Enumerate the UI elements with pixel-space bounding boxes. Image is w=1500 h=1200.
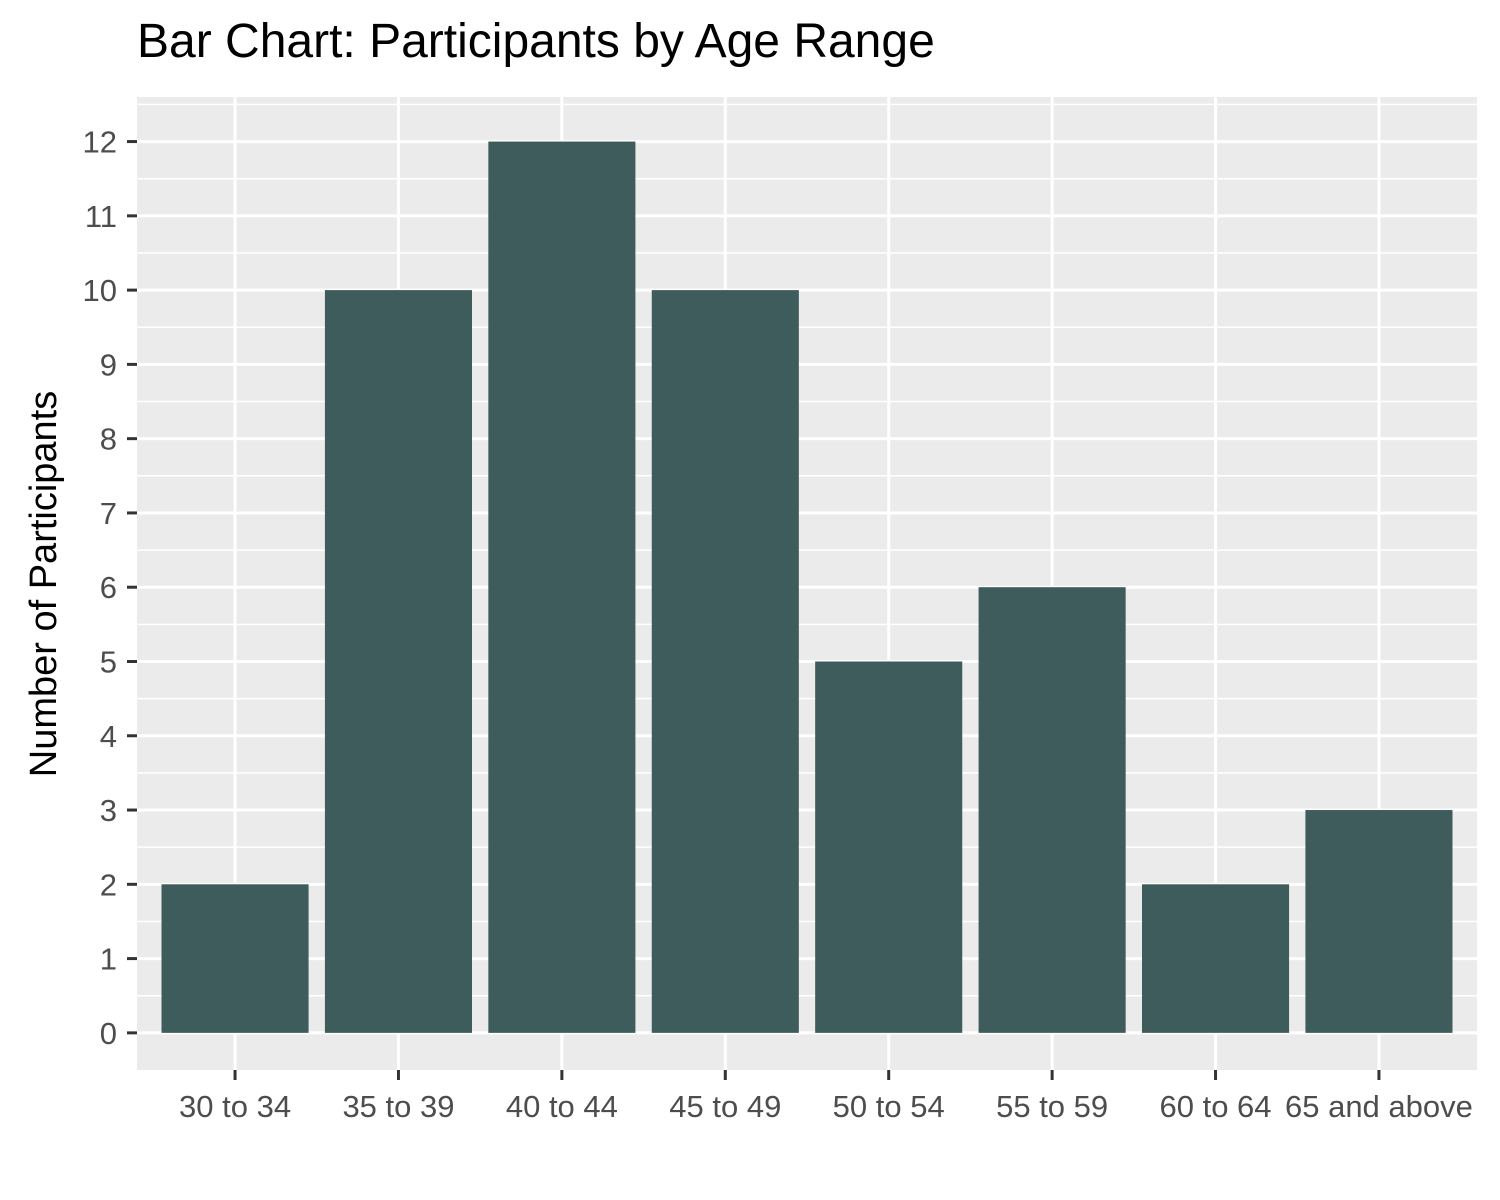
bar-45-to-49 (651, 290, 799, 1033)
x-axis: 30 to 34 35 to 39 40 to 44 45 to 49 50 to 54… (179, 1070, 1473, 1124)
y-tick-label: 3 (100, 793, 117, 828)
bar-35-to-39 (324, 290, 472, 1033)
y-tick-label: 9 (100, 347, 117, 382)
y-axis-title: Number of Participants (23, 391, 65, 778)
y-tick-label: 12 (83, 125, 117, 160)
y-tick-label: 11 (85, 199, 117, 234)
y-tick-label: 2 (100, 867, 117, 902)
x-tick-label: 55 to 59 (996, 1089, 1108, 1124)
x-tick-label: 35 to 39 (342, 1089, 454, 1124)
bar-55-to-59 (978, 587, 1126, 1033)
y-tick-label: 8 (100, 422, 117, 457)
x-tick-label: 50 to 54 (833, 1089, 945, 1124)
y-tick-label: 1 (100, 942, 117, 977)
x-tick-label: 40 to 44 (506, 1089, 618, 1124)
y-tick-label: 0 (100, 1016, 117, 1051)
bar-60-to-64 (1142, 884, 1290, 1033)
x-tick-label: 30 to 34 (179, 1089, 291, 1124)
x-tick-label: 65 and above (1285, 1089, 1473, 1124)
y-tick-label: 4 (100, 719, 117, 754)
y-tick-label: 6 (100, 570, 117, 605)
bar-30-to-34 (161, 884, 309, 1033)
x-tick-label: 60 to 64 (1160, 1089, 1272, 1124)
y-tick-label: 5 (100, 644, 117, 679)
bars (161, 141, 1453, 1033)
bar-50-to-54 (815, 661, 963, 1033)
bar-65-and-above (1305, 810, 1453, 1033)
bar-40-to-44 (488, 141, 636, 1033)
chart-title: Bar Chart: Participants by Age Range (137, 15, 935, 68)
y-tick-label: 10 (83, 273, 117, 308)
y-tick-label: 7 (100, 496, 117, 531)
x-tick-label: 45 to 49 (669, 1089, 781, 1124)
